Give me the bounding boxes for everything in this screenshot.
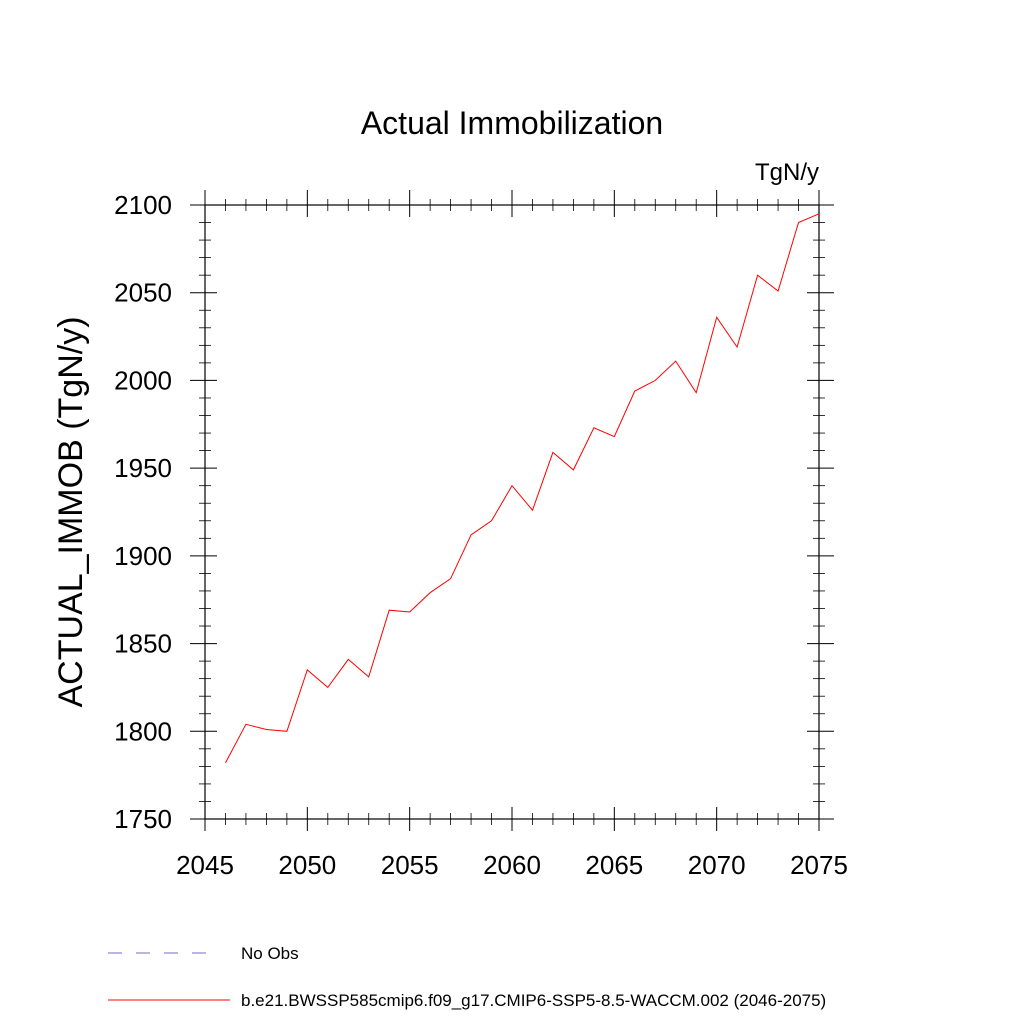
y-tick-label: 1950 [114,453,172,483]
plot-frame [204,204,820,820]
y-tick-label: 2000 [114,365,172,395]
legend: No Obs b.e21.BWSSP585cmip6.f09_g17.CMIP6-… [108,944,826,1010]
axis-tick-labels: 2045 2050 2055 2060 2065 2070 2075 1750 1800 1850… [114,190,848,880]
y-tick-label: 1850 [114,629,172,659]
axis-ticks [190,190,834,831]
x-tick-label: 2050 [278,850,336,880]
x-tick-label: 2070 [688,850,746,880]
chart-title: Actual Immobilization [361,105,663,141]
x-tick-label: 2045 [176,850,234,880]
y-axis-label: ACTUAL_IMMOB (TgN/y) [52,316,90,707]
legend-label: No Obs [241,944,299,963]
legend-label: b.e21.BWSSP585cmip6.f09_g17.CMIP6-SSP5-8… [241,991,826,1010]
y-tick-label: 2050 [114,278,172,308]
y-tick-label: 2100 [114,190,172,220]
units-label: TgN/y [755,159,819,186]
y-tick-label: 1800 [114,716,172,746]
series-group [225,213,820,764]
x-tick-label: 2055 [381,850,439,880]
y-tick-label: 1900 [114,541,172,571]
x-tick-label: 2060 [483,850,541,880]
x-tick-label: 2075 [790,850,848,880]
y-tick-label: 1750 [114,804,172,834]
series-line [225,213,820,764]
x-tick-label: 2065 [585,850,643,880]
